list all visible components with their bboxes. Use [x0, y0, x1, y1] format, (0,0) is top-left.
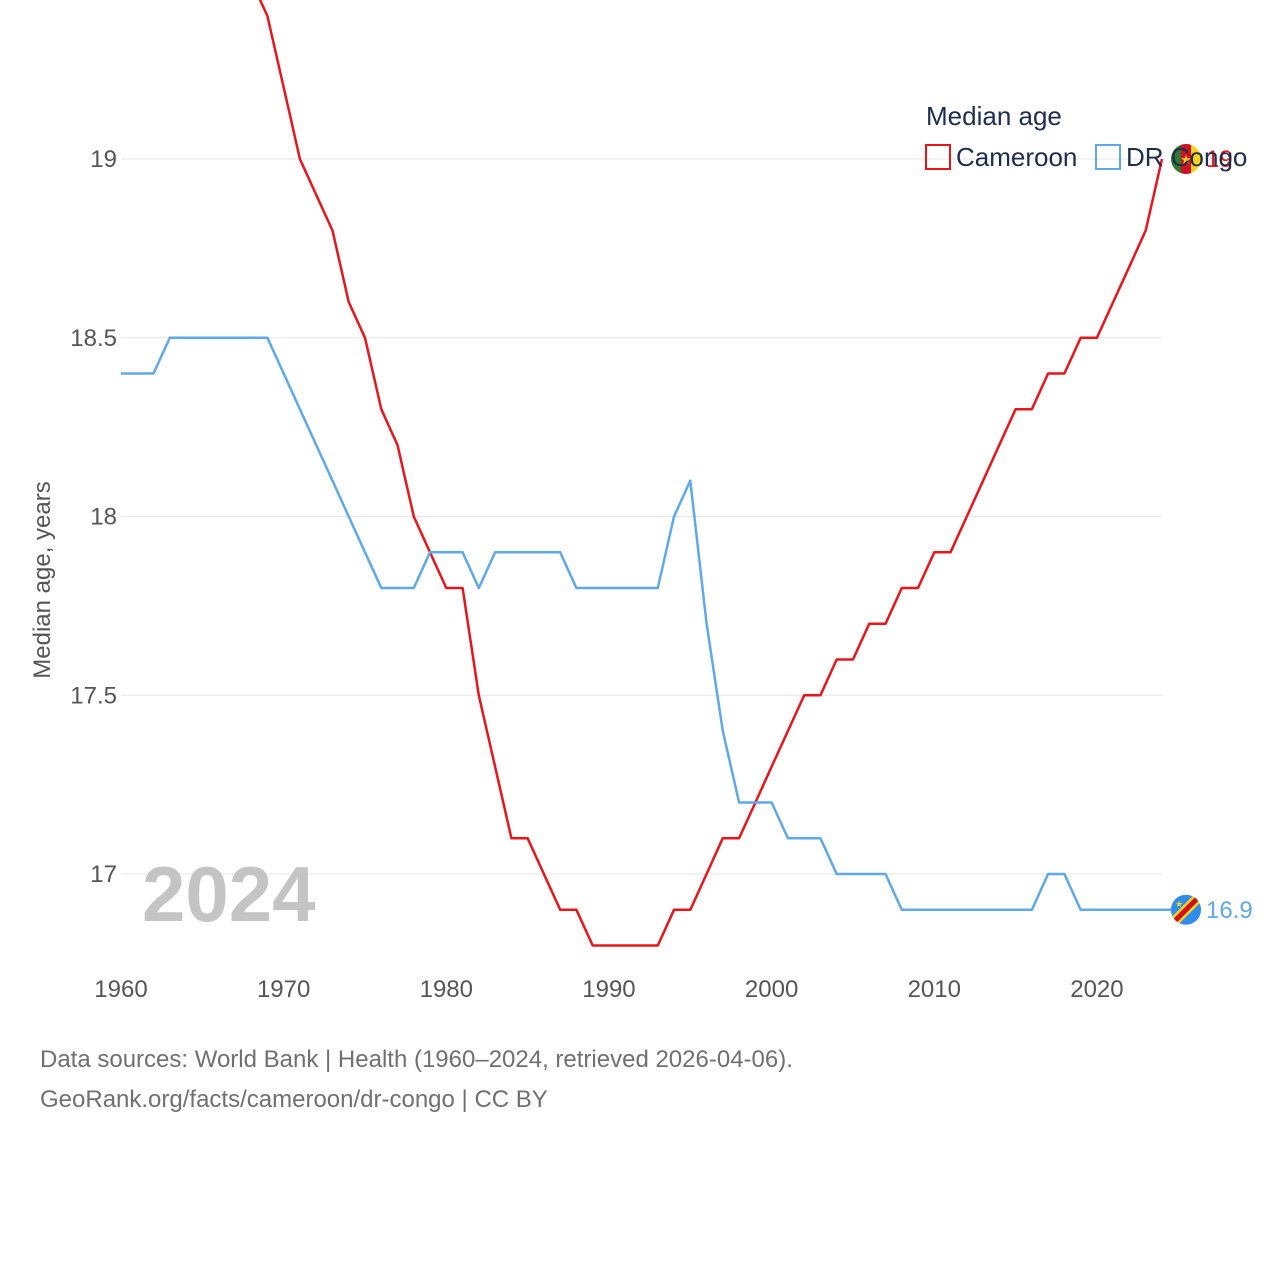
- y-tick-label: 18.5: [70, 325, 117, 352]
- cameroon-flag-icon: ★: [1171, 144, 1201, 174]
- end-markers: ★ 19 ★ 16.9: [1162, 144, 1253, 925]
- legend: Median age Cameroon DR Congo: [925, 101, 1247, 172]
- x-tick-label: 2010: [908, 976, 961, 1003]
- end-value-label-dr-congo: 16.9: [1206, 897, 1253, 924]
- y-tick-label: 19: [90, 146, 117, 173]
- legend-swatch-cameroon: [925, 144, 951, 170]
- footer: Data sources: World Bank | Health (1960–…: [40, 1040, 793, 1120]
- y-tick-label: 18: [90, 504, 117, 531]
- x-tick-label: 2000: [745, 976, 798, 1003]
- series-line-dr-congo: [121, 336, 1162, 912]
- series-line-cameroon: [258, 0, 1164, 947]
- legend-label-dr-congo: DR Congo: [1126, 142, 1247, 172]
- y-tick-label: 17: [90, 861, 117, 888]
- footer-sources: Data sources: World Bank | Health (1960–…: [40, 1046, 793, 1073]
- svg-text:★: ★: [1180, 152, 1192, 167]
- x-tick-label: 1980: [420, 976, 473, 1003]
- x-tick-label: 2020: [1070, 976, 1123, 1003]
- gridlines: [121, 158, 1162, 875]
- footer-source-link[interactable]: GeoRank.org/facts/cameroon/dr-congo | CC…: [40, 1086, 548, 1113]
- x-axis-ticks: 1960 1970 1980 1990 2000 2010 2020: [94, 976, 1123, 1003]
- legend-title: Median age: [926, 101, 1062, 131]
- legend-item-cameroon[interactable]: Cameroon: [925, 142, 1077, 172]
- x-tick-label: 1970: [257, 976, 310, 1003]
- year-watermark: 2024: [142, 850, 316, 938]
- legend-label-cameroon: Cameroon: [956, 142, 1077, 172]
- legend-swatch-dr-congo: [1095, 144, 1121, 170]
- y-axis-label: Median age, years: [29, 481, 56, 678]
- x-tick-label: 1960: [94, 976, 147, 1003]
- series-lines: [121, 0, 1164, 947]
- dr-congo-flag-icon: ★: [1171, 894, 1201, 925]
- legend-item-dr-congo[interactable]: DR Congo: [1095, 142, 1247, 172]
- y-tick-label: 17.5: [70, 682, 117, 709]
- x-tick-label: 1990: [582, 976, 635, 1003]
- end-value-label-cameroon: 19: [1206, 146, 1233, 173]
- svg-text:★: ★: [1175, 899, 1183, 909]
